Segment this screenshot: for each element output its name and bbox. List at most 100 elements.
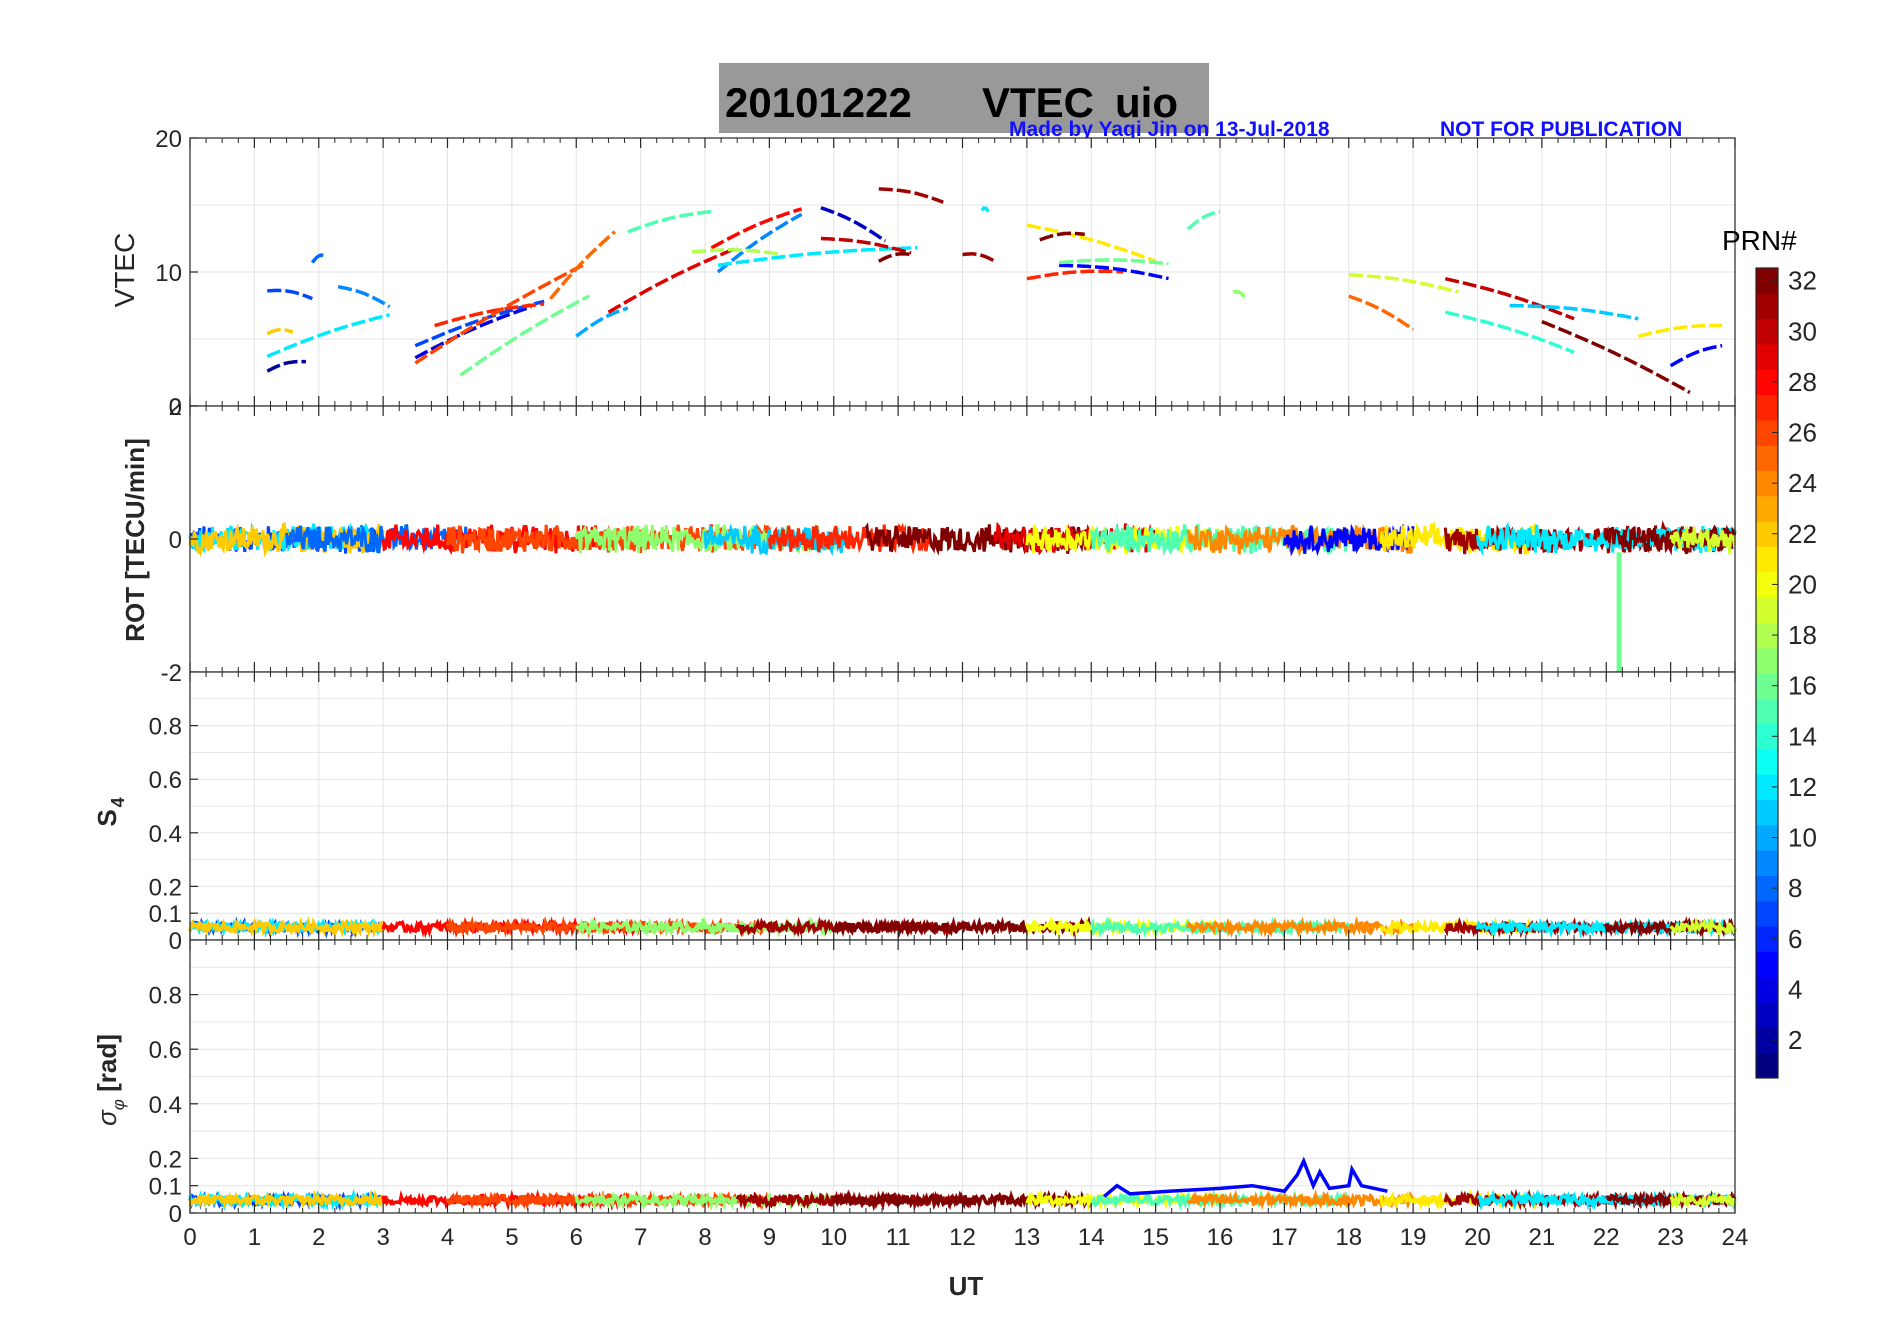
- sigma-phi-panel: 0.80.60.40.20.100 1 2 3 4 5 6 7 8 9 10 11 12 13 14 15 16…: [149, 939, 1748, 1251]
- colorbar-bin: [1756, 521, 1778, 547]
- colorbar-tick-label: 20: [1788, 569, 1817, 599]
- vtec-track-prn-30: [1444, 276, 1575, 321]
- x-tick-label: 19: [1400, 1224, 1427, 1251]
- y-tick-label: 0.1: [149, 901, 182, 928]
- svg-text:σφ [rad]: σφ [rad]: [92, 1034, 128, 1126]
- notice-text: NOT FOR PUBLICATION: [1440, 118, 1682, 141]
- y-tick-label: 0: [169, 928, 182, 955]
- colorbar-bin: [1756, 824, 1778, 851]
- vtec-track-prn-19: [1348, 272, 1459, 294]
- x-tick-label: 18: [1335, 1224, 1362, 1251]
- colorbar-tick-label: 2: [1788, 1025, 1802, 1055]
- x-tick-label: 23: [1657, 1224, 1684, 1251]
- svg-text:S4: S4: [92, 797, 128, 826]
- colorbar-bin: [1756, 495, 1778, 522]
- rot-trace-prn-21: [1379, 521, 1544, 555]
- colorbar-bin: [1756, 976, 1778, 1003]
- colorbar-tick-label: 18: [1788, 620, 1817, 650]
- x-tick-label: 7: [634, 1224, 647, 1251]
- vtec-track-prn-27: [1026, 269, 1124, 281]
- vtec-track-prn-12: [266, 313, 391, 359]
- colorbar-bin: [1756, 1027, 1778, 1054]
- colorbar-tick-label: 16: [1788, 671, 1817, 701]
- colorbar-bin: [1756, 597, 1778, 623]
- x-tick-label: 12: [949, 1224, 976, 1251]
- x-tick-label: 4: [441, 1224, 454, 1251]
- x-tick-label: 2: [312, 1224, 325, 1251]
- x-tick-label: 8: [698, 1224, 711, 1251]
- y-tick-label: 0: [169, 527, 182, 554]
- y-tick-label: 0.6: [149, 1037, 182, 1064]
- x-tick-label: 11: [886, 1224, 911, 1251]
- x-axis-label: UT: [949, 1271, 984, 1301]
- colorbar-tick-label: 6: [1788, 924, 1802, 954]
- colorbar-bin: [1756, 419, 1778, 446]
- colorbar-bin: [1756, 774, 1778, 801]
- colorbar-bin: [1756, 394, 1778, 421]
- y-tick-label: 20: [155, 126, 182, 153]
- vtec-track-prn-30: [820, 236, 912, 255]
- colorbar-tick-label: 26: [1788, 418, 1817, 448]
- colorbar-bin: [1756, 951, 1778, 978]
- vtec-track-prn-18: [691, 248, 783, 257]
- colorbar-tick-label: 12: [1788, 772, 1817, 802]
- colorbar-tick-label: 8: [1788, 873, 1802, 903]
- x-tick-label: 20: [1464, 1224, 1491, 1251]
- vtec-track-prn-16: [459, 294, 590, 377]
- vtec-track-prn-31: [962, 252, 996, 263]
- vtec-track-prn-17: [1232, 289, 1248, 300]
- rot-trace-prn-32: [1604, 524, 1737, 555]
- vtec-track-prn-10: [575, 306, 629, 338]
- colorbar-tick-label: 14: [1788, 721, 1817, 751]
- vtec-track-prn-32: [1541, 319, 1691, 395]
- x-tick-label: 1: [248, 1224, 261, 1251]
- y-tick-label: 0.4: [149, 1092, 182, 1119]
- vtec-track-prn-12: [717, 245, 918, 268]
- x-tick-label: 10: [820, 1224, 847, 1251]
- colorbar-bin: [1756, 470, 1778, 497]
- vtec-track-prn-9: [716, 212, 803, 274]
- scint-trace-prn-24: [1186, 1188, 1414, 1211]
- vtec-track-prn-21: [1638, 323, 1723, 339]
- vtec-track-prn-14: [1444, 310, 1575, 354]
- colorbar-bin: [1756, 900, 1778, 927]
- colorbar-tick-label: 24: [1788, 468, 1817, 498]
- sigma-phi-peak-trace: [1102, 1156, 1388, 1198]
- vtec-track-prn-28: [710, 207, 803, 250]
- rot-ylabel: ROT [TECU/min]: [120, 438, 150, 642]
- rot-trace-prn-19: [1669, 526, 1737, 555]
- colorbar-tick-label: 10: [1788, 823, 1817, 853]
- vtec-track-prn-32: [1039, 231, 1085, 242]
- y-tick-label: 0.2: [149, 874, 182, 901]
- vtec-track-prn-11: [1509, 303, 1639, 321]
- colorbar-bin: [1756, 647, 1778, 674]
- x-tick-label: 15: [1142, 1224, 1169, 1251]
- y-tick-label: 10: [155, 260, 182, 287]
- scint-trace-prn-19: [1669, 916, 1737, 938]
- credit-text: Made by Yaqi Jin on 13-Jul-2018: [1009, 118, 1330, 141]
- y-tick-label: 0.6: [149, 767, 182, 794]
- colorbar-bin: [1756, 268, 1778, 294]
- y-tick-label: 0.8: [149, 714, 182, 741]
- y-tick-label: -2: [161, 660, 182, 687]
- title-station: uio: [1115, 79, 1178, 126]
- y-tick-label: 0: [169, 1201, 182, 1228]
- colorbar-bin: [1756, 875, 1778, 902]
- vtec-track-prn-25: [1348, 294, 1415, 331]
- vtec-track-prn-26: [414, 263, 584, 365]
- x-tick-label: 22: [1593, 1224, 1620, 1251]
- x-tick-label: 0: [183, 1224, 196, 1251]
- vtec-track-prn-5: [1059, 263, 1169, 281]
- colorbar-tick-label: 32: [1788, 266, 1817, 296]
- rot-panel: 20-2: [161, 394, 1737, 687]
- colorbar-title: PRN#: [1722, 225, 1797, 256]
- colorbar-bin: [1756, 1052, 1778, 1079]
- vtec-track-prn-22: [266, 327, 294, 336]
- x-tick-label: 13: [1014, 1224, 1041, 1251]
- y-tick-label: 0.2: [149, 1146, 182, 1173]
- colorbar-bin: [1756, 723, 1778, 750]
- colorbar-tick-label: 28: [1788, 367, 1817, 397]
- x-tick-label: 5: [505, 1224, 518, 1251]
